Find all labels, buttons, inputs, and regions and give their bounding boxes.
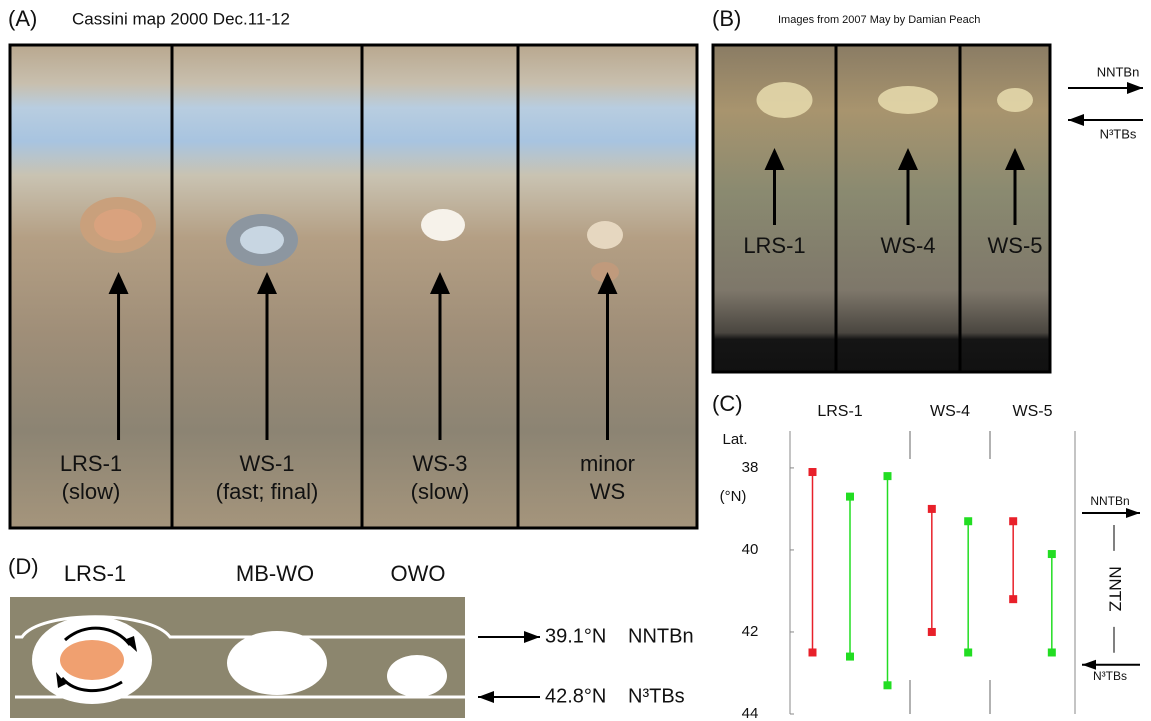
figure: (A) Cassini map 2000 Dec.11-12 LRS-1 (slow)… [0,0,1151,721]
y-tick-label: 38 [742,459,759,476]
zone-label: NNTZ [1106,566,1125,611]
oval-label: MB-WO [236,561,314,586]
range-end [964,517,972,525]
strip-label: WS-5 [988,233,1043,258]
range-end [1009,517,1017,525]
strip-label: WS [590,479,625,504]
belt-label: NNTBn [1097,64,1140,79]
oval-label: LRS-1 [64,561,126,586]
caption: Images from 2007 May by Damian Peach [778,14,980,26]
axis-label: (°N) [720,488,747,505]
range-end [1048,648,1056,656]
range-end [884,681,892,689]
oval-core [60,640,124,680]
group-label: LRS-1 [817,403,862,420]
range-end [846,493,854,501]
caption: Cassini map 2000 Dec.11-12 [72,9,290,28]
belt-label: N³TBs [1093,669,1127,683]
vortex [421,209,465,241]
panel-label: (C) [712,391,743,416]
strip-label: LRS-1 [60,451,122,476]
panel-label: (B) [712,6,741,31]
latitude-label: 39.1°N [545,625,606,647]
oval [387,655,447,697]
latitude-label: 42.8°N [545,685,606,707]
strip-label: (slow) [62,479,121,504]
y-tick-label: 44 [742,705,759,721]
axis-label: Lat. [722,431,747,448]
strip-label: WS-1 [240,451,295,476]
range-end [964,648,972,656]
belt-label: NNTBn [1090,494,1129,508]
vortex [757,82,813,118]
range-end [1009,595,1017,603]
oval-label: OWO [391,561,446,586]
oval [227,631,327,695]
panel-label: (A) [8,6,37,31]
group-label: WS-5 [1013,403,1053,420]
vortex [878,86,938,114]
range-end [809,648,817,656]
strip-label: LRS-1 [743,233,805,258]
vortex [997,88,1033,112]
belt-label: N³TBs [628,685,685,707]
y-tick-label: 42 [742,623,759,640]
range-end [928,628,936,636]
strip-label: (fast; final) [216,479,319,504]
vortex [240,226,284,254]
belt-label: N³TBs [1100,126,1137,141]
strip-label: WS-3 [413,451,468,476]
vortex [587,221,623,249]
vortex [94,209,142,241]
belt-label: NNTBn [628,625,694,647]
strip-label: WS-4 [881,233,936,258]
range-end [846,653,854,661]
range-end [1048,550,1056,558]
strip-label: minor [580,451,635,476]
strip-label: (slow) [411,479,470,504]
group-label: WS-4 [930,403,970,420]
panel-label: (D) [8,554,39,579]
range-end [884,472,892,480]
range-end [809,468,817,476]
range-end [928,505,936,513]
y-tick-label: 40 [742,541,759,558]
